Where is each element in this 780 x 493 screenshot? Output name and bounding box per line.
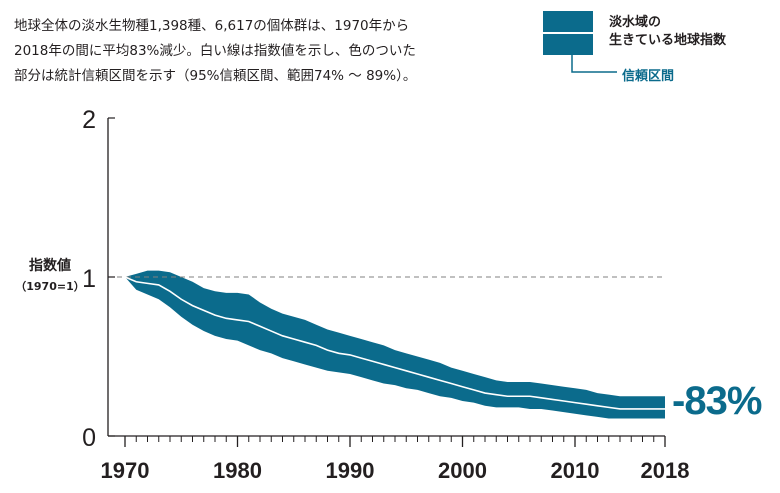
legend: 淡水域の 生きている地球指数 信頼区間 (543, 11, 779, 91)
y-tick-label: 2 (82, 106, 96, 134)
x-tick-label: 1970 (101, 458, 150, 483)
y-tick-label: 0 (82, 424, 96, 452)
x-tick-label: 2000 (438, 458, 487, 483)
x-tick-label: 2018 (641, 458, 690, 483)
legend-leader-line (571, 55, 617, 73)
index-line (124, 276, 665, 410)
y-tick-label: 1 (82, 265, 96, 293)
legend-index-label-line-2: 生きている地球指数 (609, 33, 727, 48)
caption-line-3: 部分は統計信頼区間を示す（95%信頼区間、範囲74% 〜 89%）。 (14, 68, 417, 84)
x-tick-label: 1980 (213, 458, 262, 483)
legend-index-label: 淡水域の 生きている地球指数 (609, 14, 779, 50)
x-tick-label: 1990 (326, 458, 375, 483)
y-axis-label-main: 指数値 (29, 258, 71, 274)
chart-caption: 地球全体の淡水生物種1,398種、6,617の個体群は、1970年から 2018… (14, 14, 504, 89)
confidence-band (125, 270, 665, 419)
y-axis-label-sub: （1970=1） (15, 280, 85, 293)
y-axis-label: 指数値 （1970=1） (14, 255, 86, 294)
caption-line-2: 2018年の間に平均83%減少。白い線は指数値を示し、色のついた (14, 43, 416, 59)
x-tick-label: 2010 (551, 458, 600, 483)
total-change-label: -83% (672, 379, 762, 423)
legend-ci-label: 信頼区間 (622, 69, 675, 84)
caption-line-1: 地球全体の淡水生物種1,398種、6,617の個体群は、1970年から (14, 18, 410, 34)
legend-index-line-swatch (543, 32, 593, 34)
legend-index-label-line-1: 淡水域の (609, 15, 662, 30)
